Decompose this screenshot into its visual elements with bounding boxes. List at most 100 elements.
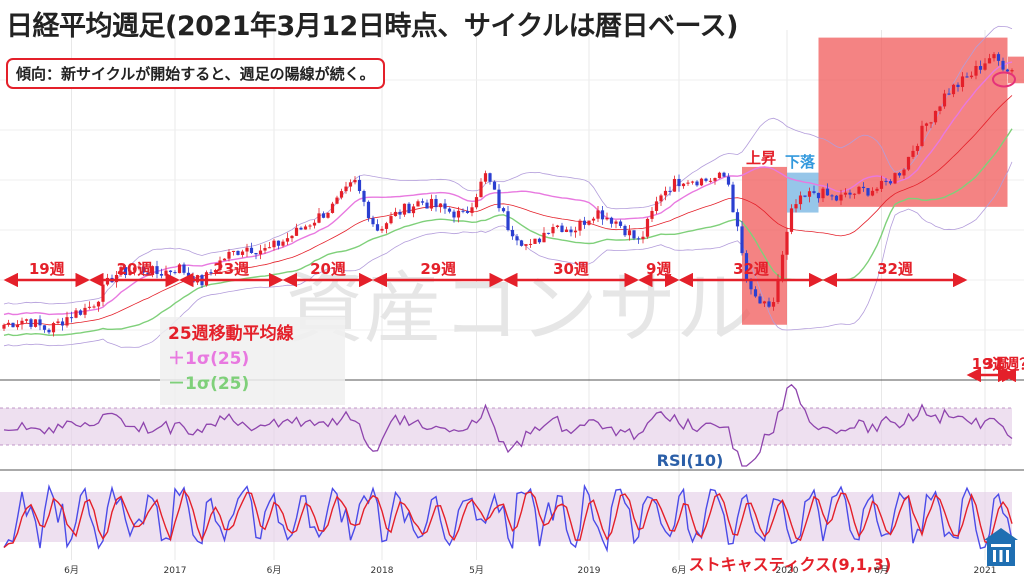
- candle-body-138: [623, 225, 627, 236]
- candle-body-96: [434, 198, 438, 208]
- candle-body-186: [839, 194, 843, 201]
- candle-body-65: [294, 227, 299, 236]
- candle-body-85: [384, 223, 389, 229]
- candle-body-209: [942, 93, 947, 107]
- candle-body-121: [546, 232, 551, 234]
- candle-body-222: [1001, 60, 1005, 70]
- candle-body-77: [348, 182, 353, 187]
- candle-body-154: [695, 181, 699, 186]
- focus-circle: [992, 71, 1016, 88]
- candle-body-33: [150, 266, 155, 276]
- candle-body-112: [506, 211, 510, 230]
- candle-body-172: [776, 279, 780, 303]
- candle-body-153: [690, 181, 695, 183]
- candle-body-14: [65, 317, 69, 326]
- candle-body-212: [956, 84, 960, 88]
- candle-body-59: [267, 247, 272, 249]
- candle-body-15: [69, 317, 74, 319]
- candle-body-80: [362, 191, 366, 202]
- candle-body-135: [609, 217, 614, 224]
- candle-body-40: [182, 264, 186, 273]
- annotations: 上昇 下落: [746, 71, 1016, 171]
- candle-body-118: [533, 238, 537, 244]
- candle-body-79: [357, 179, 362, 192]
- candle-body-152: [686, 182, 690, 184]
- candle-body-104: [470, 207, 474, 213]
- cycle-label-1: 20週: [117, 260, 153, 278]
- x-tick-label-1: 2017: [164, 566, 187, 576]
- candle-body-102: [461, 210, 465, 212]
- candle-body-200: [902, 169, 906, 176]
- candle-body-95: [429, 198, 434, 209]
- stochastics-panel: ストキャスティクス(9,1,3): [0, 483, 1013, 574]
- x-tick-label-8: 6月: [874, 565, 889, 576]
- candle-body-30: [137, 266, 141, 268]
- candle-body-151: [681, 183, 686, 187]
- cycle-label-2: 23週: [213, 260, 249, 278]
- candle-body-48: [218, 260, 222, 271]
- candle-body-214: [965, 76, 969, 78]
- candle-body-156: [704, 178, 708, 181]
- candle-body-58: [263, 248, 267, 251]
- candle-body-90: [407, 203, 411, 214]
- candle-body-46: [209, 272, 213, 274]
- candle-body-150: [677, 178, 681, 187]
- candle-body-22: [101, 284, 105, 302]
- candle-body-101: [456, 210, 461, 218]
- candle-body-64: [290, 235, 294, 239]
- candle-body-189: [852, 193, 857, 195]
- candle-body-98: [443, 203, 447, 209]
- candle-body-92: [416, 201, 420, 207]
- candle-body-120: [542, 232, 546, 243]
- candle-body-169: [762, 301, 767, 304]
- x-tick-label-7: 2020: [776, 566, 799, 576]
- candle-body-216: [974, 65, 978, 76]
- candle-body-61: [276, 240, 281, 246]
- candle-body-167: [753, 289, 758, 297]
- candle-body-192: [866, 188, 870, 196]
- candle-body-82: [371, 218, 375, 225]
- candle-body-83: [375, 224, 380, 231]
- upper-1sigma-line: [3, 61, 1013, 316]
- candle-body-103: [465, 211, 470, 213]
- candle-body-221: [996, 54, 1001, 61]
- candle-body-164: [740, 226, 744, 254]
- x-tick-label-4: 5月: [469, 565, 484, 576]
- candle-body-62: [281, 241, 285, 246]
- candle-body-4: [20, 320, 24, 325]
- candle-body-171: [771, 302, 776, 307]
- candle-body-197: [888, 181, 893, 184]
- candle-body-176: [794, 204, 798, 209]
- candle-body-1: [6, 322, 11, 325]
- watermark: 資産コンサル: [286, 264, 754, 354]
- candle-body-75: [339, 191, 344, 198]
- candle-body-187: [843, 192, 848, 195]
- candle-body-191: [861, 186, 866, 189]
- candle-body-180: [812, 191, 816, 193]
- candle-body-3: [15, 324, 20, 328]
- candle-body-217: [978, 65, 983, 70]
- candle-body-53: [240, 251, 245, 255]
- candle-body-60: [272, 240, 276, 248]
- candle-body-88: [398, 211, 402, 215]
- candle-body-7: [33, 319, 38, 327]
- candle-body-91: [411, 206, 416, 214]
- legend-lower-band: －1σ(25): [168, 374, 250, 394]
- candle-body-41: [186, 272, 191, 276]
- candle-body-181: [816, 192, 821, 199]
- candle-body-109: [492, 181, 497, 190]
- candle-body-34: [155, 266, 159, 274]
- candle-body-168: [758, 296, 762, 304]
- candle-body-159: [717, 172, 722, 179]
- candle-body-86: [389, 216, 393, 224]
- candle-body-100: [452, 211, 456, 218]
- candle-body-149: [672, 178, 677, 192]
- candle-body-219: [987, 58, 992, 64]
- candle-body-35: [159, 273, 164, 276]
- candle-body-213: [960, 76, 965, 88]
- candle-body-9: [42, 325, 47, 330]
- cycle-highlights: [742, 37, 1024, 325]
- candle-body-72: [326, 212, 330, 218]
- candle-body-165: [744, 253, 749, 279]
